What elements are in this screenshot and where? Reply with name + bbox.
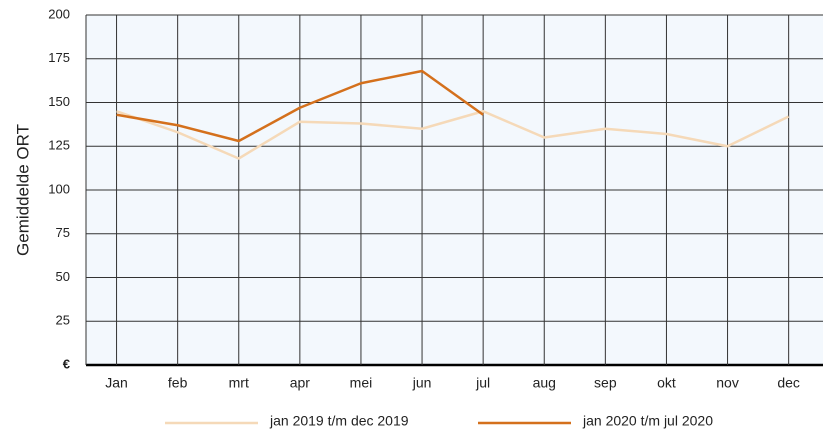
y-tick-label: 175	[48, 50, 70, 65]
x-tick-label: okt	[657, 375, 676, 391]
series-line	[116, 69, 484, 143]
y-tick-label: 150	[48, 94, 70, 109]
y-tick-label: 200	[48, 6, 70, 21]
x-tick-label: dec	[777, 375, 800, 391]
x-tick-label: mei	[350, 375, 373, 391]
x-tick-label: sep	[594, 375, 617, 391]
series-line	[116, 110, 790, 160]
x-tick-label: nov	[716, 375, 739, 391]
y-tick-label: 100	[48, 181, 70, 196]
y-axis-label: Gemiddelde ORT	[13, 124, 32, 256]
y-tick-label: 75	[56, 225, 70, 240]
x-tick-label: feb	[168, 375, 188, 391]
x-tick-label: mrt	[229, 375, 249, 391]
y-tick-label: 125	[48, 138, 70, 153]
x-tick-label: aug	[533, 375, 556, 391]
x-tick-label: jun	[412, 375, 432, 391]
x-tick-label: jul	[475, 375, 490, 391]
y-tick-label: 50	[56, 269, 70, 284]
legend-label: jan 2020 t/m jul 2020	[582, 413, 713, 429]
x-tick-label: Jan	[105, 375, 128, 391]
legend-label: jan 2019 t/m dec 2019	[269, 413, 409, 429]
y-tick-label: 25	[56, 313, 70, 328]
y-tick-label: €	[63, 356, 70, 371]
x-tick-label: apr	[290, 375, 311, 391]
